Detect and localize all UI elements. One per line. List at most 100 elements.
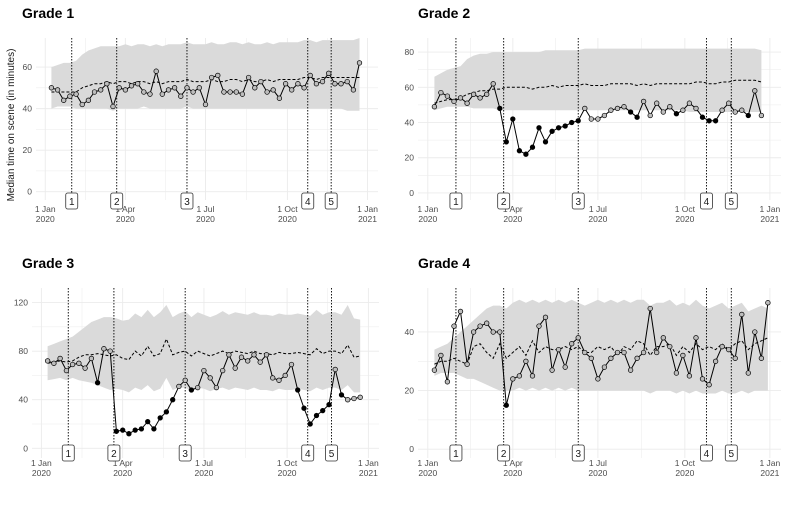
x-tick-label: 1 Jan [35,204,56,214]
y-tick-label: 40 [405,327,415,337]
observed-point [464,361,470,367]
event-label: 4 [305,197,311,208]
observed-point [350,87,357,93]
observed-point [582,349,588,356]
observed-point-below-range [94,380,101,386]
event-label: 1 [65,449,71,460]
event-label: 1 [69,197,75,208]
y-tick-label: 40 [405,118,415,128]
observed-point-below-range [575,118,581,124]
observed-point [319,78,326,85]
event-label: 2 [501,197,507,208]
observed-point [85,97,92,103]
observed-point [107,348,113,354]
observed-point [104,81,110,87]
observed-point [614,105,621,112]
observed-point [116,85,122,91]
observed-point-below-range [699,114,706,120]
observed-point [357,394,363,400]
x-tick-label: 1 Oct [675,458,696,468]
observed-point-below-range [126,431,132,437]
observed-point [221,89,227,95]
event-label: 5 [328,197,334,208]
observed-point [61,97,67,103]
panel-title: Grade 3 [22,255,74,271]
observed-point [444,93,451,99]
x-tick-label: 1 Apr [503,458,523,468]
observed-point [282,372,288,379]
observed-point [680,352,686,359]
observed-point [726,346,732,353]
observed-point [686,373,693,379]
observed-point [588,116,594,122]
event-box [724,444,738,462]
observed-point [245,358,251,364]
observed-point [523,358,529,364]
observed-point [726,100,732,106]
observed-point [647,305,653,312]
observed-point [464,100,470,106]
x-tick-year-label: 2020 [418,214,437,224]
observed-point [719,107,725,113]
observed-point [153,68,159,74]
event-box [178,444,192,462]
observed-point [176,383,182,390]
expected-range-band [434,48,762,112]
observed-point-below-range [120,427,126,433]
observed-point-below-range [516,148,523,154]
y-tick-label: 0 [409,188,414,198]
panel-title: Grade 4 [418,255,470,271]
x-tick-year-label: 2020 [503,214,522,224]
event-label: 3 [182,449,188,460]
observed-point [147,91,153,97]
x-tick-year-label: 2020 [588,214,607,224]
observed-point [184,85,190,91]
observed-point [110,103,116,110]
x-tick-year-label: 2020 [675,468,694,478]
observed-point [693,335,699,341]
observed-point [739,311,745,318]
observed-point-below-range [313,412,320,419]
observed-point [477,323,483,329]
observed-point [122,87,129,93]
x-tick-label: 1 Jul [589,458,607,468]
observed-point [195,384,201,391]
expected-range-band [51,38,360,111]
observed-point [457,308,464,315]
observed-point-below-range [170,397,176,403]
x-tick-year-label: 2020 [418,468,437,478]
observed-point [667,343,673,350]
observed-point [490,329,496,335]
observed-point-below-range [138,426,145,432]
observed-point-below-range [320,407,326,414]
observed-point [258,78,264,85]
observed-point-below-range [627,109,634,115]
event-box [324,192,338,210]
observed-point [699,376,706,382]
observed-point [238,354,245,360]
observed-point [282,81,289,87]
y-tick-label: 40 [19,395,29,405]
observed-point [48,85,55,91]
observed-point [101,346,107,352]
x-tick-year-label: 2020 [278,214,297,224]
observed-point-below-range [562,123,568,129]
observed-point [51,360,57,366]
observed-point [457,95,464,101]
observed-point-below-range [326,401,332,408]
x-tick-year-label: 2020 [116,214,135,224]
observed-point [595,376,601,382]
observed-point [227,89,233,95]
observed-point [276,95,283,101]
observed-point-below-range [188,387,195,393]
observed-point [165,87,172,93]
series-observed-line [433,302,769,406]
observed-point [57,355,63,362]
observed-point [263,352,270,358]
observed-point [332,366,338,373]
x-tick-label: 1 Jan [417,458,438,468]
observed-point [135,81,141,87]
event-label: 2 [114,197,120,208]
